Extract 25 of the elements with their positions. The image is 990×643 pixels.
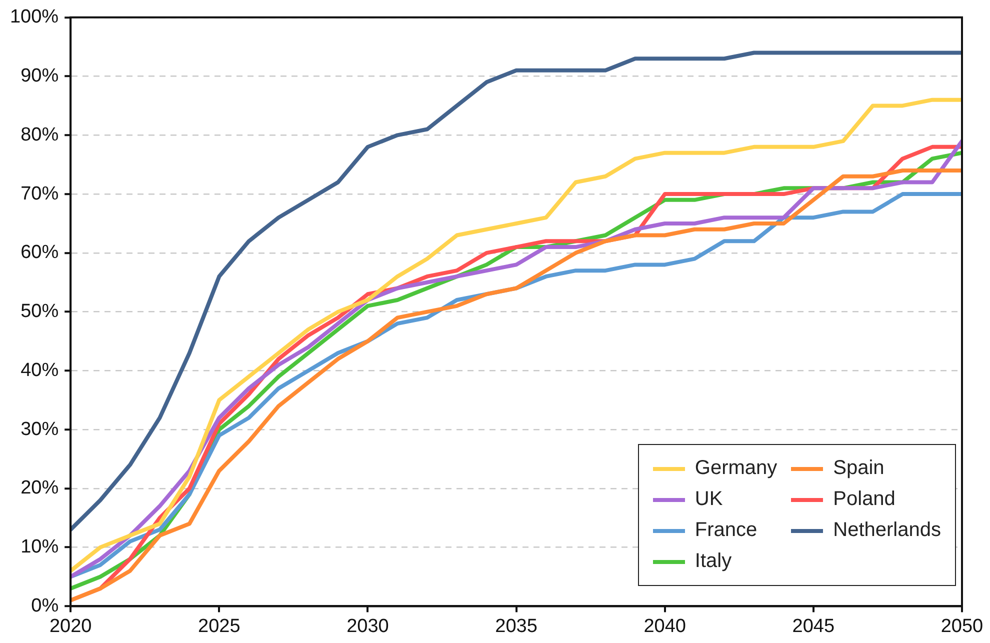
x-tick-label: 2035	[495, 616, 538, 637]
y-tick-label: 30%	[20, 418, 59, 440]
y-tick-label: 40%	[20, 360, 59, 381]
y-tick-label: 60%	[20, 242, 59, 264]
y-tick-label: 10%	[20, 536, 59, 558]
legend-label: Poland	[833, 488, 896, 512]
x-tick-label: 2020	[49, 616, 92, 637]
legend-label: Spain	[833, 457, 884, 480]
legend-label: Germany	[694, 457, 778, 480]
y-tick-label: 20%	[20, 478, 59, 499]
y-tick-label: 90%	[20, 66, 59, 87]
legend-label: Italy	[694, 550, 732, 574]
legend-label: France	[694, 519, 758, 542]
legend-label: UK	[694, 488, 723, 512]
y-tick-label: 80%	[20, 124, 59, 146]
x-tick-label: 2040	[644, 616, 686, 637]
x-tick-label: 2050	[940, 616, 984, 637]
legend-label: Netherlands	[833, 519, 941, 542]
y-tick-label: 50%	[20, 301, 59, 322]
y-tick-label: 70%	[20, 183, 59, 204]
x-tick-label: 2025	[198, 616, 240, 637]
x-tick-label: 2030	[346, 616, 389, 637]
y-tick-label: 0%	[31, 595, 59, 616]
y-tick-label: 100%	[10, 6, 59, 28]
x-tick-label: 2045	[792, 616, 835, 637]
